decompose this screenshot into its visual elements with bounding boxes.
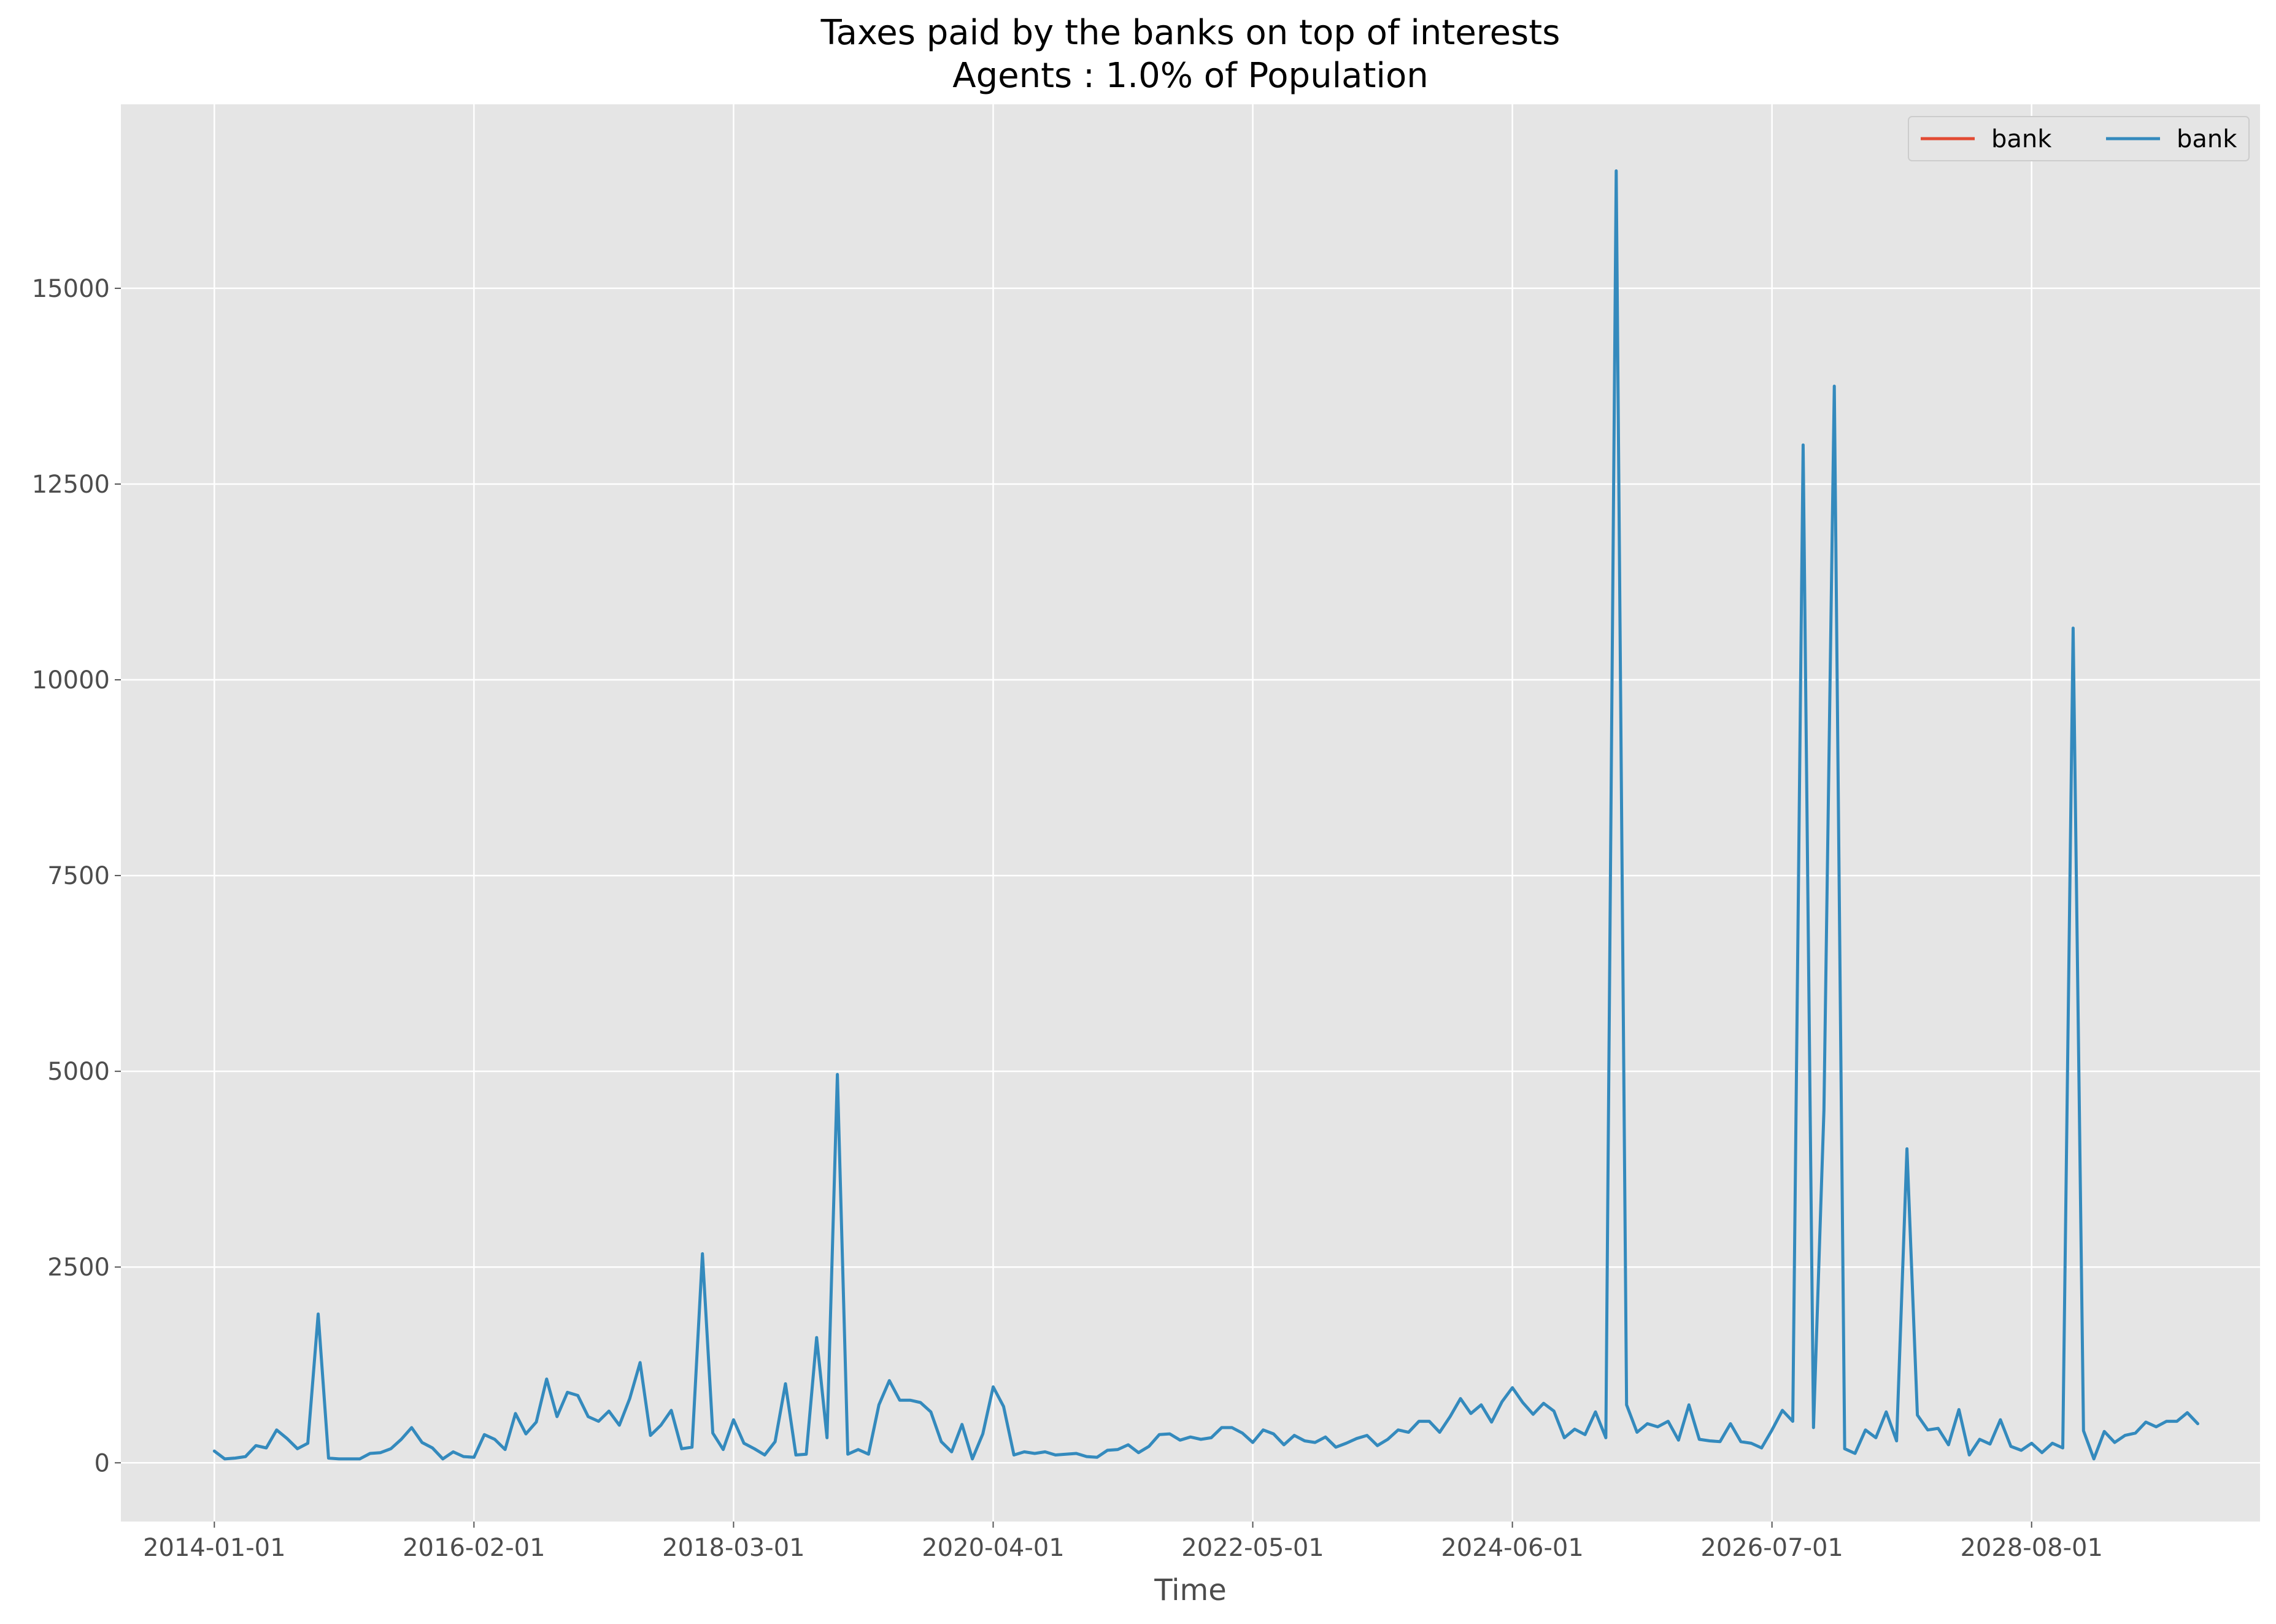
series-lines [212,169,2199,1461]
y-tick-label: 12500 [32,471,110,499]
series-line-1 [212,169,2199,1461]
legend-box [1908,116,2250,161]
y-tick-label: 2500 [47,1253,110,1282]
x-tick-label: 2018-03-01 [662,1534,804,1562]
plot-area [121,104,2260,1522]
legend: bank bank [1908,116,2250,161]
x-tick-label: 2024-06-01 [1441,1534,1583,1562]
chart-subtitle: Agents : 1.0% of Population [952,56,1428,96]
x-tick-label: 2026-07-01 [1700,1534,1843,1562]
x-axis-label: Time [1154,1573,1226,1607]
y-tick-label: 0 [95,1449,110,1477]
x-tick-label: 2016-02-01 [403,1534,545,1562]
x-tick-label: 2022-05-01 [1181,1534,1324,1562]
legend-label-bank-red: bank [1991,125,2052,153]
y-tick-label: 10000 [32,666,110,695]
x-tick-label: 2020-04-01 [922,1534,1064,1562]
axes: 0 2500 5000 7500 10000 12500 15000 2014-01-01 20… [32,275,2103,1562]
y-tick-label: 15000 [32,275,110,303]
x-tick-label: 2028-08-01 [1960,1534,2102,1562]
y-tick-label: 7500 [47,862,110,890]
y-tick-label: 5000 [47,1058,110,1086]
x-tick-label: 2014-01-01 [143,1534,285,1562]
chart-title: Taxes paid by the banks on top of intere… [820,13,1560,53]
gridlines [121,104,2260,1522]
legend-label-bank-blue: bank [2177,125,2237,153]
